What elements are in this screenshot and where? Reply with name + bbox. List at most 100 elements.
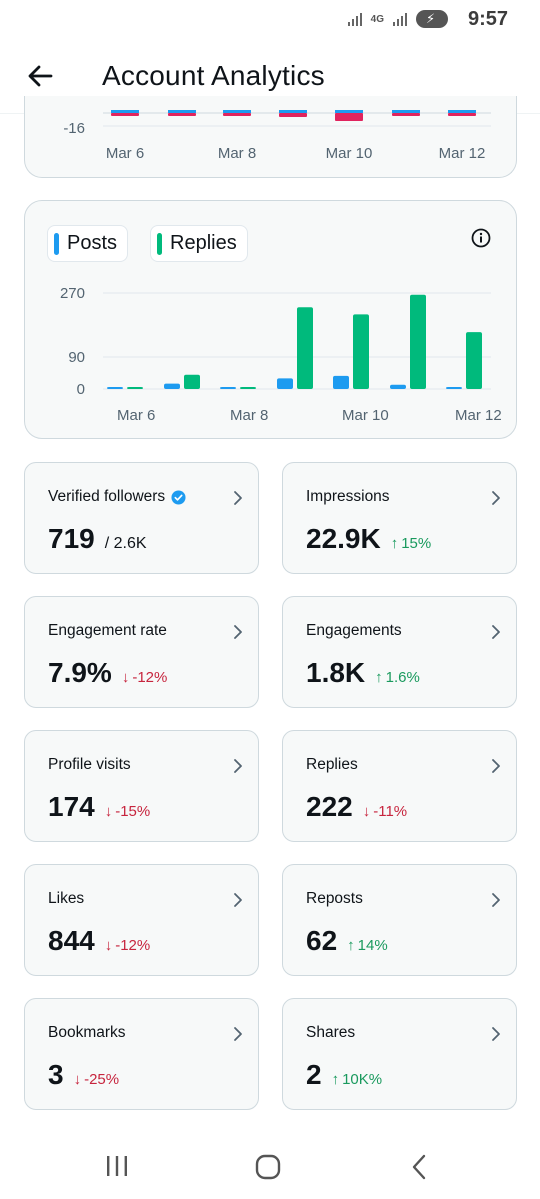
stat-label-text: Engagements <box>306 622 402 639</box>
stat-delta: ↓ -25% <box>74 1071 120 1088</box>
chevron-right-icon[interactable] <box>230 1025 246 1043</box>
stat-value: 174 <box>48 791 95 822</box>
arrow-down-icon: ↓ <box>104 937 113 954</box>
stat-label: Shares <box>306 1024 355 1042</box>
stat-card-engagements[interactable]: Engagements 1.8K ↑ 1.6% <box>282 596 517 708</box>
stat-delta-value: -12% <box>115 937 151 954</box>
stat-card-replies[interactable]: Replies 222 ↓ -11% <box>282 730 517 842</box>
status-icons: 4G ⚡ <box>347 10 448 28</box>
back-arrow-icon[interactable] <box>24 60 56 92</box>
replies-bar-mar-9[interactable] <box>297 307 313 389</box>
legend-posts-label: Posts <box>67 232 118 254</box>
stat-value: 22.9K <box>306 523 381 554</box>
page-title: Account Analytics <box>102 60 325 91</box>
stat-value-row: 62 ↑ 14% <box>306 925 388 957</box>
chevron-right-icon[interactable] <box>488 489 504 507</box>
info-icon[interactable] <box>470 227 492 249</box>
stat-card-bookmarks[interactable]: Bookmarks 3 ↓ -25% <box>24 998 259 1110</box>
ytick-label: -16 <box>63 120 85 137</box>
posts-bar-mar-11[interactable] <box>390 384 406 389</box>
stat-value-row: 22.9K ↑ 15% <box>306 523 431 555</box>
stat-value-row: 1.8K ↑ 1.6% <box>306 657 420 689</box>
stat-value: 3 <box>48 1059 64 1090</box>
replies-bar-mar-10[interactable] <box>353 314 369 389</box>
stat-total: / 2.6K <box>104 535 147 552</box>
posts-bar-mar-12[interactable] <box>446 387 462 389</box>
status-bar: 4G ⚡ 9:57 <box>0 0 540 40</box>
stat-value-row: 7.9% ↓ -12% <box>48 657 167 689</box>
stat-label-text: Shares <box>306 1024 356 1041</box>
stat-value-row: 222 ↓ -11% <box>306 791 407 823</box>
recent-apps-icon[interactable] <box>104 1153 130 1179</box>
xtick-mar8: Mar 8 <box>218 145 256 162</box>
chevron-right-icon[interactable] <box>230 623 246 641</box>
stat-label: Bookmarks <box>48 1024 126 1042</box>
battery-charging-icon: ⚡ <box>416 10 448 28</box>
stat-value: 62 <box>306 925 338 956</box>
net-change-bar <box>279 113 307 117</box>
arrow-down-icon: ↓ <box>362 803 371 820</box>
stat-card-reposts[interactable]: Reposts 62 ↑ 14% <box>282 864 517 976</box>
posts-replies-chart: 0 90 270 Mar 6 Mar 8 Mar 10 Mar 12 <box>60 285 502 424</box>
chevron-right-icon[interactable] <box>230 757 246 775</box>
stat-card-verified-followers[interactable]: Verified followers 719 / 2.6K <box>24 462 259 574</box>
stat-label: Impressions <box>306 488 390 506</box>
stat-card-shares[interactable]: Shares 2 ↑ 10K% <box>282 998 517 1110</box>
stat-delta: ↓ -12% <box>105 937 151 954</box>
xtick-mar12: Mar 12 <box>439 145 486 162</box>
stat-delta-value: -11% <box>373 803 408 820</box>
stat-delta: ↑ 1.6% <box>375 669 420 686</box>
posts-bar-stub <box>392 110 420 113</box>
home-icon[interactable] <box>254 1153 282 1181</box>
stat-delta-value: -15% <box>115 803 151 820</box>
stat-label: Replies <box>306 756 358 774</box>
posts-bar-mar-10[interactable] <box>333 375 349 389</box>
arrow-down-icon: ↓ <box>104 803 113 820</box>
legend-replies[interactable]: Replies <box>150 225 248 262</box>
stat-card-impressions[interactable]: Impressions 22.9K ↑ 15% <box>282 462 517 574</box>
xtick-mar6: Mar 6 <box>106 145 144 162</box>
xtick-label: Mar 12 <box>455 407 502 424</box>
chevron-right-icon[interactable] <box>488 1025 504 1043</box>
stat-card-likes[interactable]: Likes 844 ↓ -12% <box>24 864 259 976</box>
xtick-label: Mar 8 <box>230 407 268 424</box>
xtick-label: Mar 10 <box>342 407 389 424</box>
stat-value-row: 3 ↓ -25% <box>48 1059 119 1091</box>
ytick-label: 90 <box>68 349 85 366</box>
stat-value-row: 174 ↓ -15% <box>48 791 150 823</box>
back-nav-icon[interactable] <box>406 1153 432 1181</box>
posts-bar-mar-7[interactable] <box>164 383 180 389</box>
stat-label-text: Engagement rate <box>48 622 167 639</box>
stat-card-profile-visits[interactable]: Profile visits 174 ↓ -15% <box>24 730 259 842</box>
posts-bar-mar-9[interactable] <box>277 378 293 389</box>
chevron-right-icon[interactable] <box>230 891 246 909</box>
signal-icon-2 <box>393 13 407 26</box>
chevron-right-icon[interactable] <box>230 489 246 507</box>
replies-bar-mar-12[interactable] <box>466 332 482 389</box>
stat-delta-value: -12% <box>132 669 168 686</box>
net-change-chart: -16 Mar 6 Mar 8 Mar 10 Mar 12 <box>63 110 491 162</box>
stat-delta-value: -25% <box>84 1071 120 1088</box>
stat-delta-value: 15% <box>401 535 432 552</box>
chevron-right-icon[interactable] <box>488 623 504 641</box>
legend-posts[interactable]: Posts <box>47 225 129 262</box>
arrow-up-icon: ↑ <box>331 1071 340 1088</box>
xtick-mar10: Mar 10 <box>326 145 373 162</box>
stat-label-text: Profile visits <box>48 756 131 773</box>
stat-value: 1.8K <box>306 657 366 688</box>
stat-card-engagement-rate[interactable]: Engagement rate 7.9% ↓ -12% <box>24 596 259 708</box>
stat-delta: ↑ 15% <box>391 535 432 552</box>
chevron-right-icon[interactable] <box>488 757 504 775</box>
posts-bar-mar-8[interactable] <box>220 387 236 389</box>
stat-value: 222 <box>306 791 353 822</box>
legend-replies-label: Replies <box>170 232 237 254</box>
chevron-right-icon[interactable] <box>488 891 504 909</box>
net-change-bar <box>448 113 476 116</box>
posts-bar-mar-6[interactable] <box>107 387 123 389</box>
replies-bar-mar-6[interactable] <box>127 387 143 389</box>
replies-bar-mar-11[interactable] <box>410 294 426 389</box>
replies-bar-mar-8[interactable] <box>240 387 256 389</box>
status-time: 9:57 <box>467 8 508 30</box>
arrow-down-icon: ↓ <box>121 669 130 686</box>
replies-bar-mar-7[interactable] <box>184 374 200 389</box>
